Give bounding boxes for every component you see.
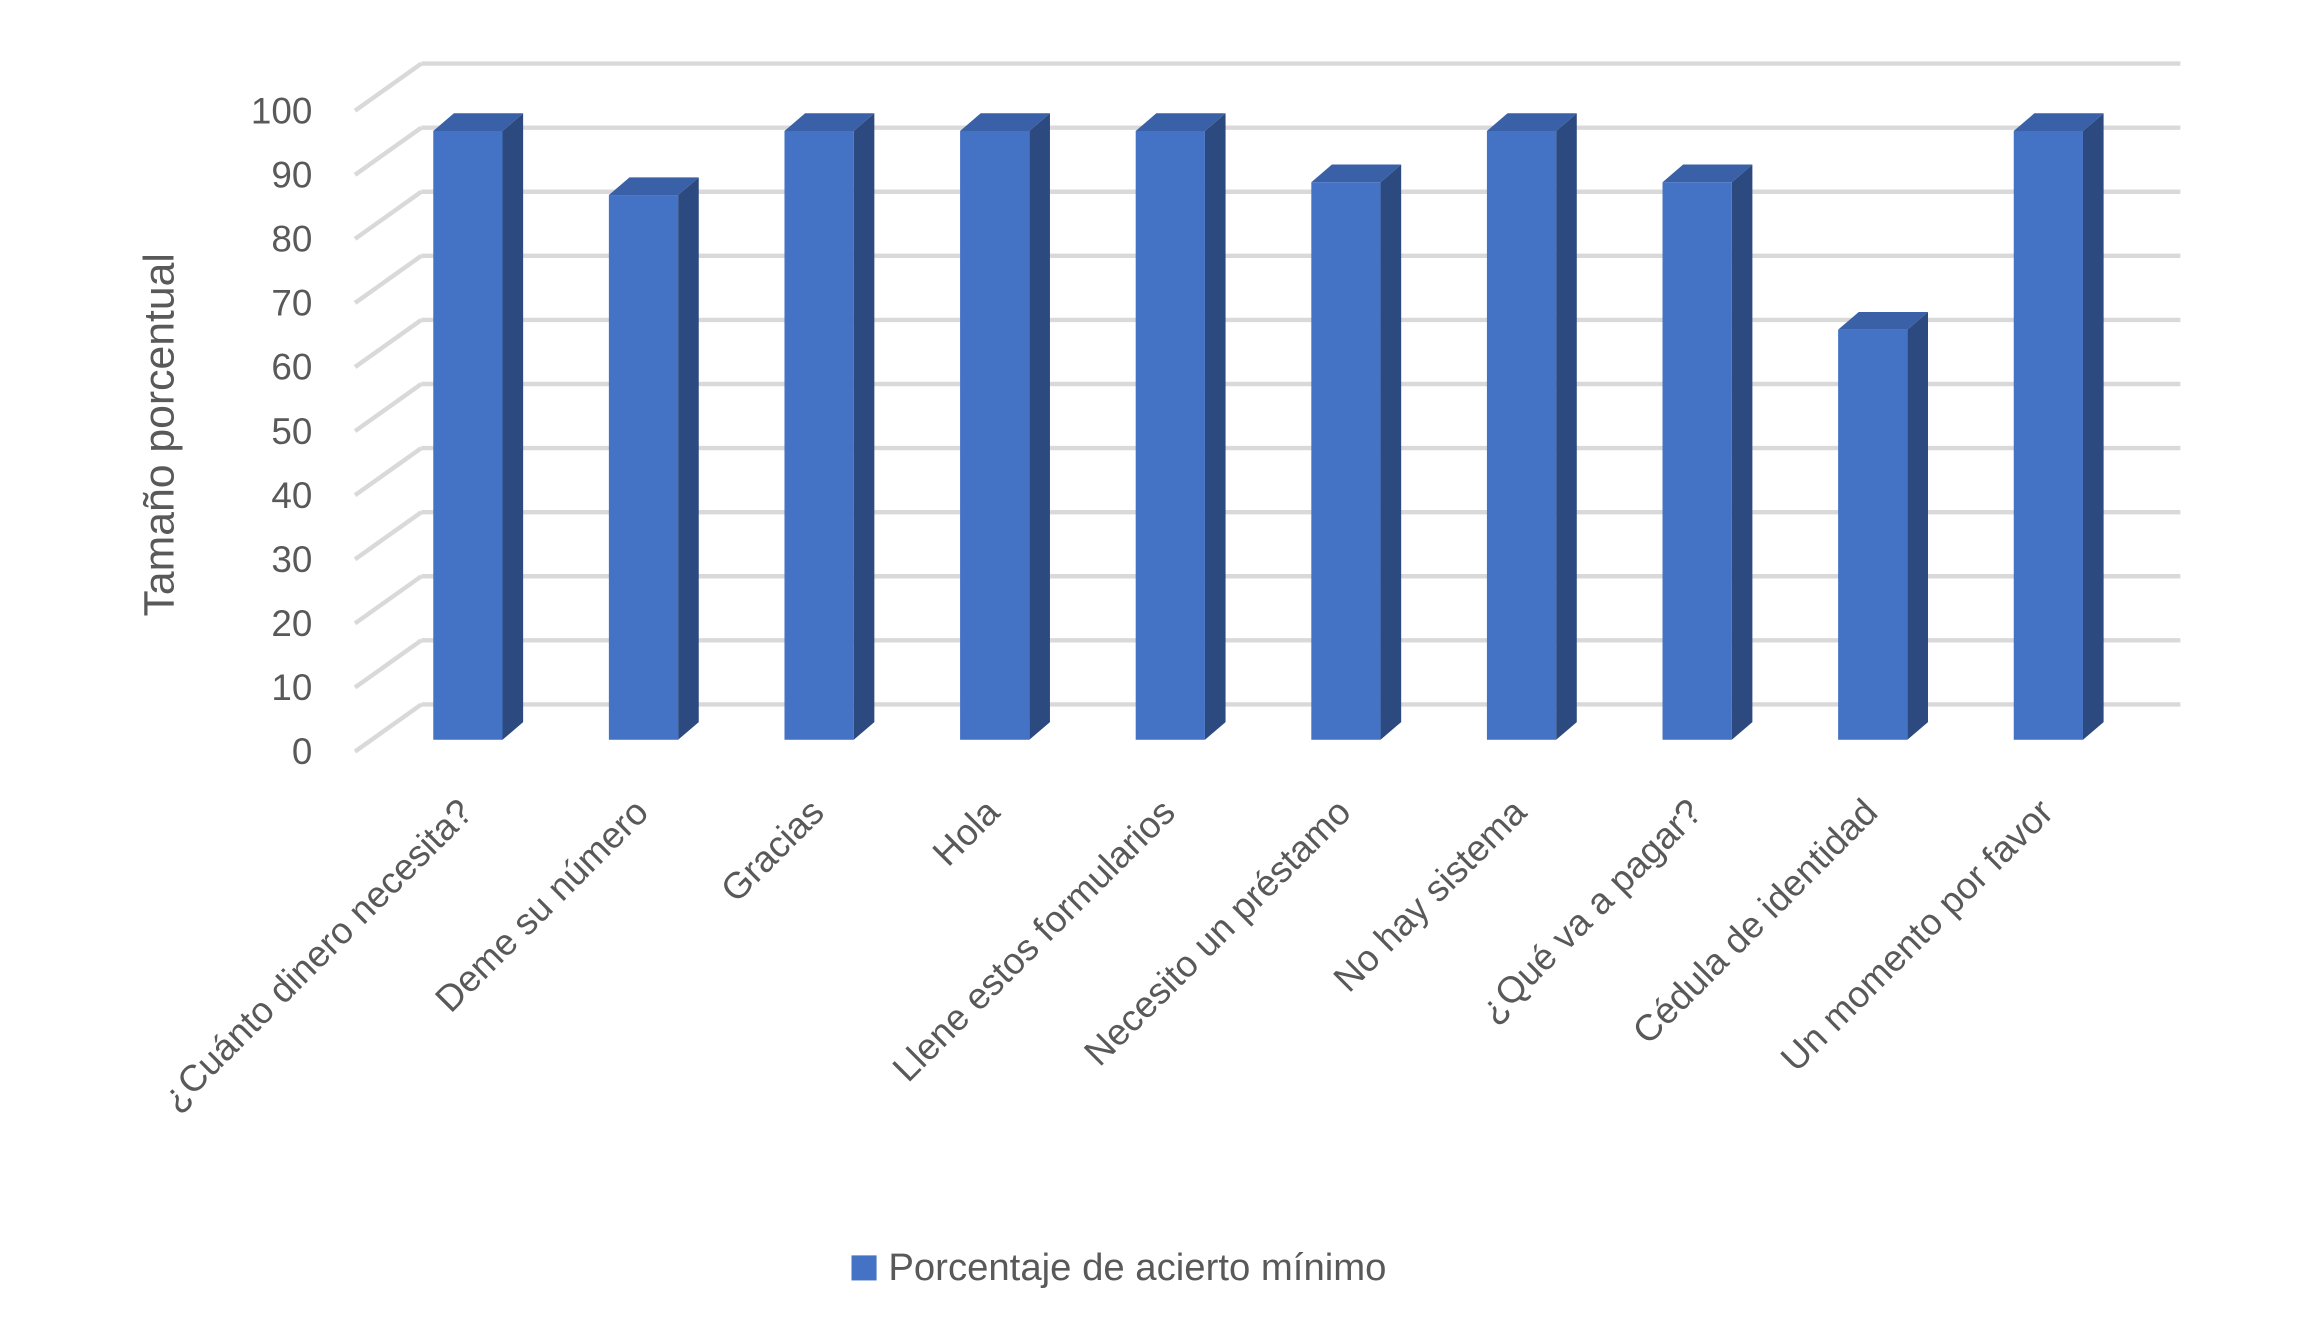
bar-top (784, 113, 875, 131)
bar-top (2013, 113, 2104, 131)
y-tick-label: 30 (271, 539, 312, 580)
x-tick-label: Hola (925, 791, 1008, 874)
bar-side (1204, 113, 1226, 740)
bar (1838, 329, 1908, 740)
grid-line-floor (353, 318, 423, 369)
y-tick-label: 100 (251, 90, 312, 131)
bar-side (1029, 113, 1050, 740)
bar-side (1731, 164, 1753, 740)
grid-line-floor (353, 702, 423, 754)
y-tick-label: 10 (271, 667, 312, 708)
y-tick-label: 70 (271, 283, 312, 324)
bar (1311, 182, 1381, 740)
bar-side (1907, 311, 1928, 740)
bar (2013, 130, 2083, 740)
y-tick-label: 20 (271, 603, 312, 644)
y-tick-label: 80 (271, 219, 312, 260)
bar-side (678, 177, 699, 740)
bar-top (1838, 311, 1928, 330)
x-tick-label: ¿Cuánto dinero necesita? (153, 791, 480, 1118)
bar (1135, 130, 1205, 740)
bar-top (433, 113, 524, 131)
bar-side (1380, 164, 1402, 740)
bar (608, 195, 679, 740)
y-tick-label: 40 (271, 475, 312, 516)
bar-side (853, 113, 875, 740)
bar (1662, 182, 1732, 740)
bar-top (1311, 164, 1402, 183)
grid-line-floor (353, 574, 423, 626)
bar-top (960, 113, 1050, 131)
x-tick-label: Llene estos formularios (885, 791, 1183, 1089)
bar-top (608, 177, 699, 196)
bar (960, 130, 1030, 740)
bar-side (2082, 113, 2104, 740)
y-tick-label: 60 (271, 347, 312, 388)
bar-top (1135, 113, 1226, 131)
grid-line-floor (353, 510, 423, 562)
bar (784, 130, 854, 740)
legend-swatch (851, 1255, 877, 1281)
bar (433, 130, 503, 740)
grid-line-floor (353, 638, 423, 690)
x-tick-label: Gracias (713, 791, 832, 910)
bar-side (502, 113, 524, 740)
bar-side (1556, 113, 1577, 740)
grid-line-floor (353, 446, 423, 498)
y-tick-label: 0 (292, 731, 312, 772)
legend-label: Porcentaje de acierto mínimo (888, 1246, 1386, 1289)
y-axis-label: Tamaño porcentual (135, 253, 183, 616)
grid-line-floor (353, 61, 423, 113)
bar-top (1662, 164, 1753, 183)
bar-top (1486, 113, 1577, 131)
bar (1486, 130, 1557, 740)
grid-line-floor (353, 189, 423, 241)
y-tick-label: 50 (271, 411, 312, 452)
y-tick-label: 90 (271, 154, 312, 195)
grid-line-floor (353, 254, 423, 305)
grid-line-floor (353, 382, 423, 433)
grid-line-floor (353, 125, 423, 177)
